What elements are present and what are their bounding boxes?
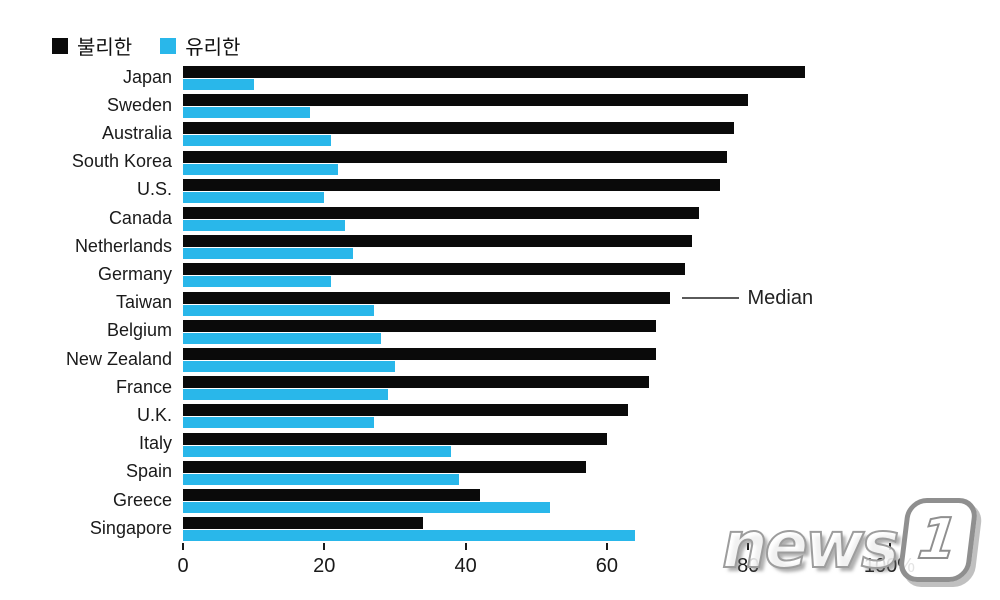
bar-favorable [183, 361, 395, 372]
bar-unfavorable [183, 263, 685, 276]
bar-favorable [183, 445, 452, 457]
bar-favorable [183, 276, 332, 288]
category-label: U.S. [136, 179, 172, 200]
bar-favorable [183, 107, 311, 119]
bar-unfavorable [183, 319, 657, 332]
bar-unfavorable [183, 517, 424, 530]
bar-favorable [183, 79, 254, 90]
bar-unfavorable [183, 489, 480, 501]
legend-label-favorable: 유리한 [185, 37, 241, 59]
legend-item-unfavorable: 불리한 [52, 31, 132, 60]
bar-favorable [183, 191, 325, 203]
x-axis-tick-label: 40 [454, 555, 477, 578]
bar-unfavorable [183, 404, 629, 417]
category-label: Belgium [106, 320, 172, 341]
category-label: Greece [112, 489, 172, 510]
bar-unfavorable [183, 291, 671, 304]
median-annotation-label: Median [747, 286, 814, 309]
category-label: Spain [125, 461, 172, 482]
bar-favorable [183, 473, 459, 485]
bar-unfavorable [183, 348, 657, 360]
bar-favorable [183, 135, 332, 147]
bar-unfavorable [183, 207, 699, 219]
bar-favorable [183, 248, 353, 260]
bar-favorable [183, 304, 374, 316]
x-axis-tick-label: 100% [863, 555, 916, 578]
bar-favorable [183, 530, 636, 542]
x-axis-tick-mark [605, 543, 608, 551]
bar-unfavorable [183, 94, 749, 107]
x-axis-tick-label: 80 [737, 555, 760, 578]
unfavorable-swatch-icon [52, 37, 68, 54]
x-axis-tick-mark [464, 543, 467, 551]
bar-favorable [183, 389, 388, 401]
bar-favorable [183, 332, 381, 344]
bar-unfavorable [183, 235, 692, 248]
favorable-swatch-icon [160, 37, 177, 54]
bar-unfavorable [183, 66, 805, 78]
category-label: Australia [101, 122, 172, 143]
category-label: Sweden [106, 94, 172, 115]
bar-unfavorable [183, 460, 586, 473]
x-axis-tick-label: 20 [313, 555, 336, 578]
bar-favorable [183, 163, 339, 175]
bar-unfavorable [183, 150, 727, 163]
category-label: Singapore [89, 517, 172, 538]
category-label: Italy [138, 433, 172, 454]
bar-favorable [183, 502, 551, 513]
category-label: U.K. [136, 404, 172, 425]
x-axis-tick-mark [747, 543, 750, 551]
legend-item-favorable: 유리한 [160, 31, 240, 60]
x-axis-tick-mark [888, 543, 891, 551]
median-reference-line [682, 296, 740, 299]
category-label: Taiwan [115, 292, 172, 313]
bar-favorable [183, 417, 374, 429]
x-axis-tick-mark [323, 543, 326, 551]
bar-unfavorable [183, 122, 735, 135]
bar-favorable [183, 220, 346, 231]
category-label: New Zealand [65, 348, 172, 369]
x-axis-tick-mark [182, 543, 184, 551]
category-label: South Korea [71, 151, 172, 172]
legend: 불리한 유리한 [52, 31, 240, 60]
x-axis-tick-label: 60 [595, 555, 619, 578]
bar-unfavorable [183, 432, 607, 445]
x-axis-tick-label: 0 [177, 555, 189, 578]
category-label: Canada [108, 207, 172, 228]
category-label: France [115, 376, 172, 397]
bar-unfavorable [183, 376, 650, 389]
category-label: Germany [97, 263, 172, 284]
category-label: Japan [122, 66, 172, 87]
category-label: Netherlands [74, 235, 172, 256]
bar-unfavorable [183, 178, 720, 191]
legend-label-unfavorable: 불리한 [77, 37, 133, 59]
